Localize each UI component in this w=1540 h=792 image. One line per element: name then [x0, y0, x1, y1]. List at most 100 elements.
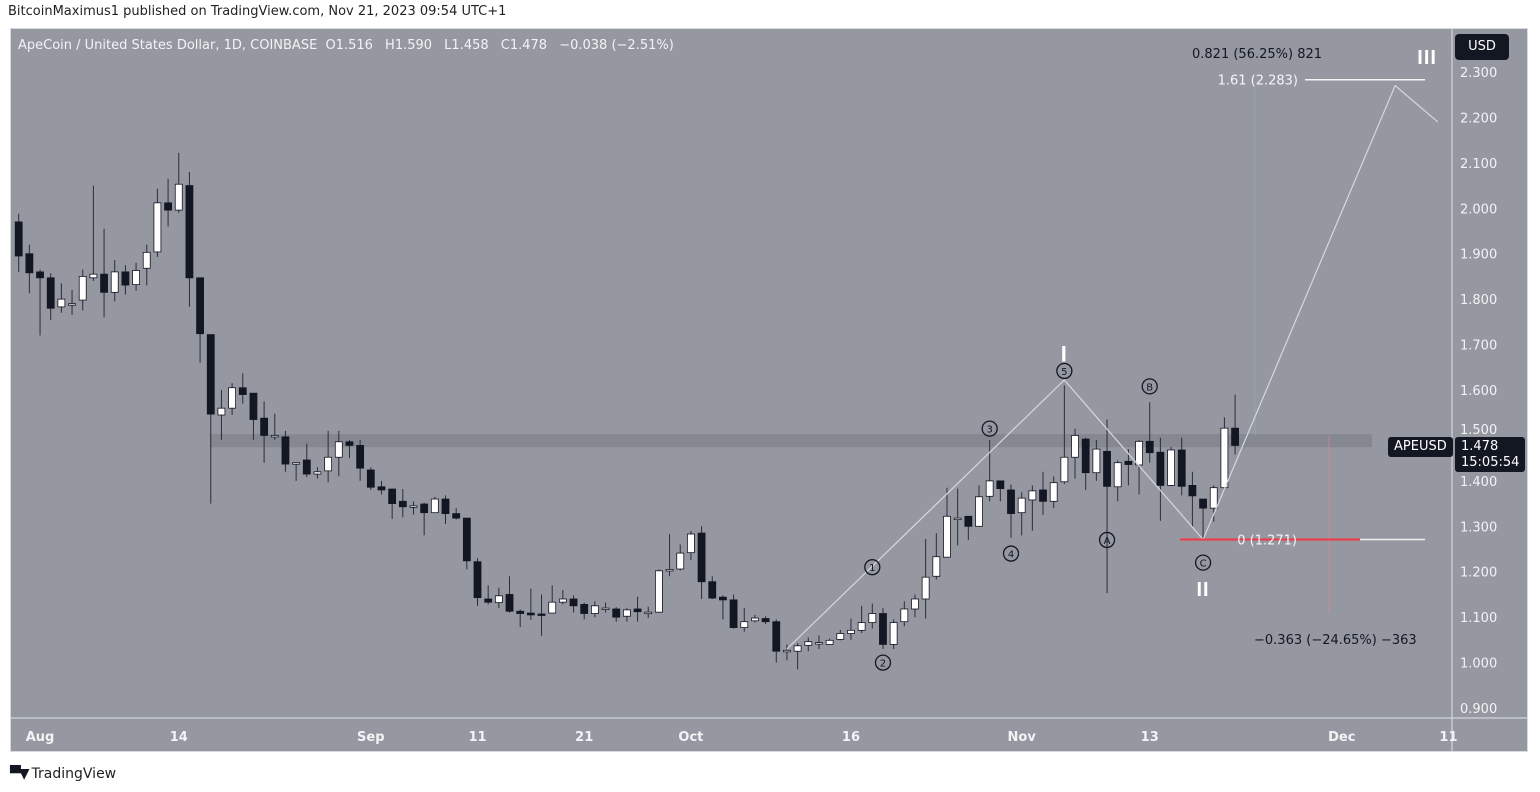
symbol-price-label: APEUSD [1388, 437, 1453, 457]
candle-down [36, 271, 44, 279]
candle-up [751, 617, 759, 622]
fib-level-label: 0 (1.271) [1237, 533, 1297, 548]
wave-label-circle [981, 420, 998, 437]
candle-up [868, 613, 877, 624]
price-tick-label: 2.200 [1460, 111, 1497, 126]
candle-up [1113, 462, 1122, 488]
candle-down [633, 608, 642, 613]
candle-up [57, 298, 66, 308]
candle-down [46, 277, 55, 309]
wave-label-1: 1 [869, 563, 875, 574]
wave-label-4: 4 [1008, 550, 1014, 561]
wave-label-circle [1098, 531, 1116, 549]
candle-down [473, 561, 482, 599]
candle-down [356, 445, 365, 469]
candle-up [590, 605, 599, 614]
candle-up [68, 303, 76, 306]
price-tick-label: 1.300 [1460, 520, 1497, 535]
time-tick-label: 21 [575, 730, 593, 745]
low-label: L [444, 38, 452, 53]
tradingview-logo-icon[interactable]: ▀▼ [10, 766, 29, 782]
candle-up [900, 608, 909, 623]
resistance-zone [210, 434, 1372, 448]
time-tick-label: 13 [1141, 730, 1159, 745]
wave-degree-III: III [1417, 47, 1437, 69]
currency-button[interactable]: USD [1455, 34, 1509, 60]
close-value: 1.478 [509, 38, 548, 53]
candle-down [366, 469, 375, 488]
price-tick-label: 1.900 [1460, 248, 1497, 263]
wave-label-5: 5 [1061, 367, 1067, 378]
candle-down [719, 596, 727, 601]
candle-down [238, 387, 247, 395]
candle-up [622, 609, 631, 617]
high-label: H [385, 38, 395, 53]
candle-down [441, 498, 450, 514]
change-value: −0.038 (−2.51%) [559, 38, 674, 53]
candle-up [655, 570, 663, 613]
candle-up [1049, 482, 1058, 502]
candle-down [25, 253, 34, 274]
wave-label-circle [1194, 554, 1212, 571]
candle-down [1081, 438, 1090, 474]
candle-up [793, 645, 802, 652]
price-tick-label: 0.900 [1460, 702, 1497, 717]
candle-up [932, 556, 941, 577]
wave-label-circle [1141, 378, 1158, 395]
candle-down [420, 503, 429, 514]
footer-brand[interactable]: TradingView [31, 766, 117, 782]
candle-down [185, 185, 194, 279]
wave-label-2: 2 [880, 659, 886, 670]
candle-up [217, 407, 226, 416]
candle-down [612, 608, 621, 618]
candle-down [580, 604, 589, 614]
candle-up [1220, 427, 1229, 489]
time-tick-label: 16 [842, 730, 860, 745]
candle-up [174, 183, 183, 211]
candle-down [1177, 449, 1186, 487]
candle-up [665, 569, 674, 572]
candle-down [260, 417, 269, 436]
candle-down [1124, 460, 1133, 465]
price-tick-label: 1.000 [1460, 657, 1497, 672]
price-tick-label: 1.800 [1460, 293, 1497, 308]
candle-up [313, 471, 322, 475]
candle-down [729, 599, 738, 629]
candle-down [879, 613, 887, 645]
candle-down [1145, 440, 1154, 454]
candle-down [388, 488, 397, 504]
low-value: 1.458 [451, 38, 489, 53]
symbol-title[interactable]: ApeCoin / United States Dollar, 1D, COIN… [18, 38, 318, 53]
candle-down [281, 436, 290, 465]
candle-down [996, 480, 1005, 489]
time-tick-label: 14 [170, 730, 188, 745]
candle-down [302, 459, 311, 475]
candle-up [847, 629, 855, 634]
candle-down [708, 581, 717, 599]
candle-down [1103, 450, 1111, 487]
open-label: O [325, 38, 336, 53]
candle-up [783, 649, 791, 653]
candle-down [537, 613, 546, 616]
candle-down [345, 441, 354, 446]
candle-up [1209, 487, 1218, 509]
candle-down [697, 532, 706, 583]
candle-up [1071, 435, 1079, 458]
candle-up [142, 251, 151, 269]
candle-up [110, 271, 119, 293]
price-tick-label: 2.000 [1460, 202, 1497, 217]
wave-label-circle [1002, 545, 1020, 562]
symbol-legend: ApeCoin / United States Dollar, 1D, COIN… [18, 38, 678, 53]
wave-label-circle [874, 654, 892, 671]
candle-up [644, 611, 653, 615]
candle-up [292, 462, 301, 465]
price-tick-label: 1.700 [1460, 339, 1497, 354]
candle-up [334, 441, 343, 458]
chart-frame[interactable] [10, 28, 1528, 752]
price-tick-label: 1.400 [1460, 475, 1497, 490]
close-label: C [500, 38, 510, 53]
footer: ▀▼ TradingView [10, 766, 116, 782]
wave-label-C: C [1200, 559, 1207, 570]
candle-up [921, 576, 930, 600]
